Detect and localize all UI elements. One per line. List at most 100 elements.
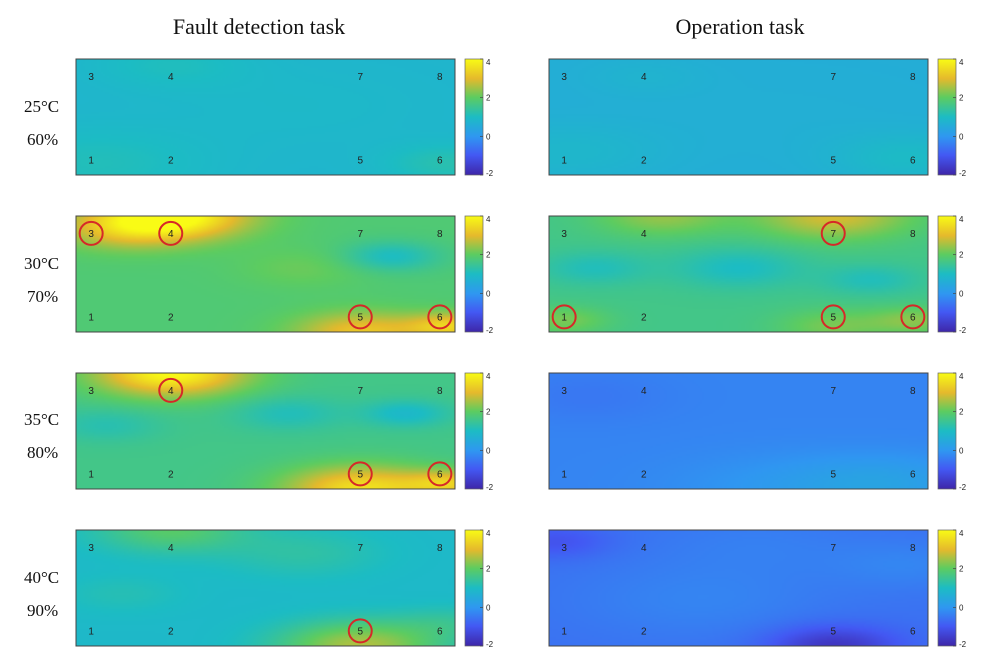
colorbar — [464, 215, 484, 333]
sensor-label: 2 — [641, 155, 647, 166]
row-humidity-label: 60% — [27, 130, 58, 149]
colorbar-tick-label: 0 — [486, 289, 491, 298]
highlight-circle — [158, 377, 184, 403]
row-label-1: 25°C 60% — [24, 97, 59, 149]
colorbar-tick-label: -2 — [959, 169, 967, 178]
sensor-label: 1 — [561, 469, 567, 480]
heatmap-field — [76, 373, 455, 489]
colorbar-tick-label: 0 — [959, 446, 964, 455]
colorbar-tick-label: 2 — [486, 565, 491, 574]
sensor-label: 5 — [830, 312, 836, 323]
colorbar-tick-label: -2 — [959, 640, 967, 649]
sensor-label: 2 — [641, 626, 647, 637]
column-title-operation: Operation task — [676, 14, 805, 39]
sensor-label: 3 — [88, 72, 94, 83]
row-label-2: 30°C 70% — [24, 254, 59, 306]
sensor-label: 1 — [88, 469, 94, 480]
sensor-label: 8 — [437, 72, 443, 83]
colorbar-tick-label: 4 — [486, 372, 491, 381]
colorbar-tick-label: 2 — [959, 408, 964, 417]
sensor-label: 2 — [641, 469, 647, 480]
colorbar — [464, 529, 484, 647]
row-label-3: 35°C 80% — [24, 410, 59, 462]
colorbar-tick-label: 4 — [959, 529, 964, 538]
highlight-circle — [820, 220, 846, 246]
sensor-label: 7 — [830, 229, 836, 240]
sensor-label: 8 — [437, 229, 443, 240]
sensor-label: 8 — [910, 543, 916, 554]
colorbar-tick-label: -2 — [486, 483, 494, 492]
heatmap-field — [549, 530, 928, 646]
heatmap-panel: 1 2 3 4 5 6 7 8 4 2 0 -2 — [75, 529, 494, 649]
sensor-label: 3 — [88, 543, 94, 554]
heatmap-panel: 1 2 3 4 5 6 7 8 4 2 0 -2 — [548, 529, 967, 649]
sensor-label: 8 — [437, 386, 443, 397]
sensor-label: 6 — [437, 312, 443, 323]
sensor-label: 3 — [561, 229, 567, 240]
panel-frame — [548, 58, 929, 176]
sensor-label: 3 — [561, 386, 567, 397]
sensor-label: 4 — [168, 229, 174, 240]
sensor-label: 8 — [910, 72, 916, 83]
sensor-label: 5 — [830, 469, 836, 480]
colorbar-tick-label: 4 — [486, 215, 491, 224]
sensor-label: 1 — [88, 312, 94, 323]
colorbar — [464, 372, 484, 490]
heatmap-panel: 1 2 3 4 5 6 7 8 4 2 0 -2 — [75, 215, 494, 335]
column-title-fault-detection: Fault detection task — [173, 14, 345, 39]
highlight-circle — [551, 304, 577, 330]
sensor-label: 6 — [437, 469, 443, 480]
colorbar-tick-label: 0 — [959, 132, 964, 141]
colorbar-tick-label: 0 — [959, 603, 964, 612]
highlight-circle — [78, 220, 104, 246]
sensor-label: 4 — [641, 386, 647, 397]
row-temperature-label: 25°C — [24, 97, 59, 116]
sensor-label: 7 — [830, 543, 836, 554]
sensor-label: 1 — [561, 155, 567, 166]
highlight-circle — [158, 220, 184, 246]
sensor-label: 3 — [561, 72, 567, 83]
colorbar — [937, 529, 957, 647]
highlight-circle — [347, 304, 373, 330]
colorbar-tick-label: 2 — [486, 94, 491, 103]
colorbar-tick-label: 0 — [486, 603, 491, 612]
highlight-circle — [347, 618, 373, 644]
sensor-label: 3 — [561, 543, 567, 554]
heatmap-panel: 1 2 3 4 5 6 7 8 4 2 0 -2 — [548, 58, 967, 178]
sensor-label: 6 — [910, 155, 916, 166]
colorbar-tick-label: -2 — [486, 326, 494, 335]
colorbar-tick-label: 4 — [959, 372, 964, 381]
sensor-label: 3 — [88, 386, 94, 397]
sensor-label: 6 — [910, 469, 916, 480]
row-temperature-label: 40°C — [24, 568, 59, 587]
sensor-label: 6 — [910, 312, 916, 323]
heatmap-field — [549, 216, 928, 332]
sensor-label: 4 — [641, 229, 647, 240]
sensor-label: 6 — [910, 626, 916, 637]
sensor-label: 4 — [168, 386, 174, 397]
colorbar — [937, 372, 957, 490]
sensor-label: 5 — [357, 312, 363, 323]
panel-frame — [548, 372, 929, 490]
highlight-circle — [820, 304, 846, 330]
colorbar-tick-label: 4 — [959, 215, 964, 224]
colorbar-tick-label: -2 — [486, 640, 494, 649]
highlight-circle — [427, 461, 453, 487]
sensor-label: 2 — [168, 626, 174, 637]
colorbar-tick-label: -2 — [486, 169, 494, 178]
colorbar-tick-label: 0 — [486, 132, 491, 141]
sensor-label: 7 — [357, 386, 363, 397]
sensor-label: 7 — [830, 386, 836, 397]
sensor-label: 6 — [437, 155, 443, 166]
colorbar-tick-label: 2 — [959, 94, 964, 103]
sensor-label: 2 — [168, 469, 174, 480]
sensor-label: 1 — [88, 155, 94, 166]
sensor-label: 7 — [357, 229, 363, 240]
sensor-label: 4 — [168, 543, 174, 554]
sensor-label: 5 — [830, 626, 836, 637]
heatmap-panel: 1 2 3 4 5 6 7 8 4 2 0 -2 — [548, 215, 967, 335]
heatmap-panel: 1 2 3 4 5 6 7 8 4 2 0 -2 — [75, 372, 494, 492]
sensor-label: 4 — [641, 543, 647, 554]
sensor-label: 5 — [357, 155, 363, 166]
sensor-label: 6 — [437, 626, 443, 637]
